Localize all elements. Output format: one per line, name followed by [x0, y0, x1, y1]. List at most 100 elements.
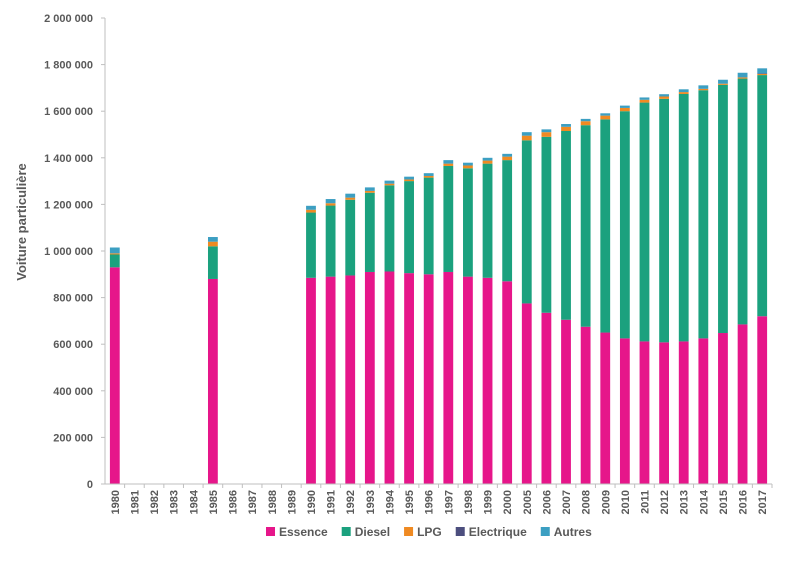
x-tick-label: 1981: [129, 490, 141, 514]
bar-autres-2012: [659, 94, 669, 96]
bar-autres-1999: [483, 158, 493, 161]
bar-diesel-2000: [502, 160, 512, 281]
bar-essence-2007: [561, 320, 571, 484]
x-tick-label: 1987: [247, 490, 259, 514]
bar-lpg-1992: [345, 198, 355, 200]
bar-diesel-2012: [659, 99, 669, 342]
x-tick-label: 1986: [228, 490, 240, 514]
bar-essence-1995: [404, 273, 414, 484]
x-tick-label: 2016: [738, 490, 750, 514]
bar-essence-2010: [620, 338, 630, 484]
bar-autres-2007: [561, 124, 571, 127]
bar-lpg-2017: [757, 74, 767, 75]
bar-lpg-2000: [502, 157, 512, 160]
bar-lpg-2015: [718, 84, 728, 85]
x-tick-label: 1995: [404, 490, 416, 514]
bar-diesel-1992: [345, 200, 355, 276]
legend-label-electrique: Electrique: [469, 525, 527, 539]
bar-essence-2009: [600, 333, 610, 484]
bar-lpg-2011: [640, 100, 650, 103]
bar-essence-1992: [345, 275, 355, 484]
bar-diesel-2011: [640, 103, 650, 342]
bar-lpg-1996: [424, 176, 434, 178]
bar-autres-2015: [718, 80, 728, 84]
bar-lpg-2016: [738, 77, 748, 78]
bars: [110, 68, 767, 484]
bar-lpg-1998: [463, 165, 473, 168]
bar-essence-2000: [502, 281, 512, 484]
bar-essence-2012: [659, 342, 669, 484]
bar-lpg-2012: [659, 97, 669, 99]
bar-autres-2013: [679, 89, 689, 92]
x-tick-label: 2006: [541, 490, 553, 514]
bar-diesel-1990: [306, 213, 316, 278]
bar-lpg-1990: [306, 210, 316, 213]
x-tick-label: 1991: [326, 490, 338, 514]
x-tick-label: 2007: [561, 490, 573, 514]
bar-essence-2017: [757, 316, 767, 484]
bar-diesel-2013: [679, 94, 689, 341]
x-tick-label: 1993: [365, 490, 377, 514]
bar-autres-1992: [345, 194, 355, 198]
bar-essence-2014: [698, 338, 708, 484]
bar-essence-1990: [306, 278, 316, 484]
y-axis-title: Voiture particulière: [14, 163, 29, 281]
y-tick-label: 1 600 000: [44, 106, 93, 118]
bar-lpg-1980: [110, 253, 120, 254]
bar-lpg-1993: [365, 191, 375, 193]
bar-diesel-2014: [698, 90, 708, 338]
bar-autres-2006: [541, 129, 551, 132]
bar-essence-1997: [443, 272, 453, 484]
bar-lpg-1999: [483, 161, 493, 164]
bar-diesel-1996: [424, 178, 434, 275]
bar-lpg-1995: [404, 179, 414, 181]
x-tick-label: 2000: [502, 490, 514, 514]
y-tick-label: 800 000: [53, 293, 93, 305]
legend-swatch-electrique: [456, 527, 465, 536]
x-tick-label: 1996: [424, 490, 436, 514]
legend-label-autres: Autres: [554, 525, 592, 539]
bar-essence-1996: [424, 274, 434, 484]
bar-essence-1994: [385, 272, 395, 484]
bar-lpg-2013: [679, 92, 689, 94]
x-tick-label: 2017: [757, 490, 769, 514]
x-tick-label: 2012: [659, 490, 671, 514]
bar-essence-2005: [522, 303, 532, 484]
bar-autres-1991: [326, 199, 336, 203]
y-tick-label: 0: [87, 479, 93, 491]
bar-essence-2008: [581, 327, 591, 484]
x-tick-label: 1992: [345, 490, 357, 514]
bar-essence-2016: [738, 324, 748, 484]
bar-essence-1980: [110, 267, 120, 484]
bar-diesel-2005: [522, 140, 532, 303]
bar-lpg-2009: [600, 116, 610, 120]
x-tick-label: 1990: [306, 490, 318, 514]
bar-diesel-2008: [581, 125, 591, 327]
x-tick-label: 1982: [149, 490, 161, 514]
bar-diesel-1999: [483, 164, 493, 278]
y-tick-label: 1 200 000: [44, 199, 93, 211]
y-tick-label: 400 000: [53, 386, 93, 398]
bar-diesel-1985: [208, 246, 218, 279]
x-tick-label: 1988: [267, 490, 279, 514]
bar-diesel-1994: [385, 185, 395, 271]
bar-autres-1995: [404, 177, 414, 180]
bar-autres-1990: [306, 206, 316, 210]
bar-lpg-1994: [385, 184, 395, 186]
bar-lpg-2005: [522, 136, 532, 141]
x-tick-label: 2005: [522, 490, 534, 514]
bar-lpg-1997: [443, 164, 453, 166]
x-tick-label: 1989: [286, 490, 298, 514]
x-tick-label: 1983: [169, 490, 181, 514]
x-tick-label: 1998: [463, 490, 475, 514]
x-tick-label: 1999: [483, 490, 495, 514]
bar-diesel-2009: [600, 119, 610, 332]
legend-swatch-diesel: [342, 527, 351, 536]
bar-autres-2000: [502, 154, 512, 157]
legend-swatch-essence: [266, 527, 275, 536]
bar-diesel-1991: [326, 206, 336, 277]
bar-essence-1998: [463, 277, 473, 484]
